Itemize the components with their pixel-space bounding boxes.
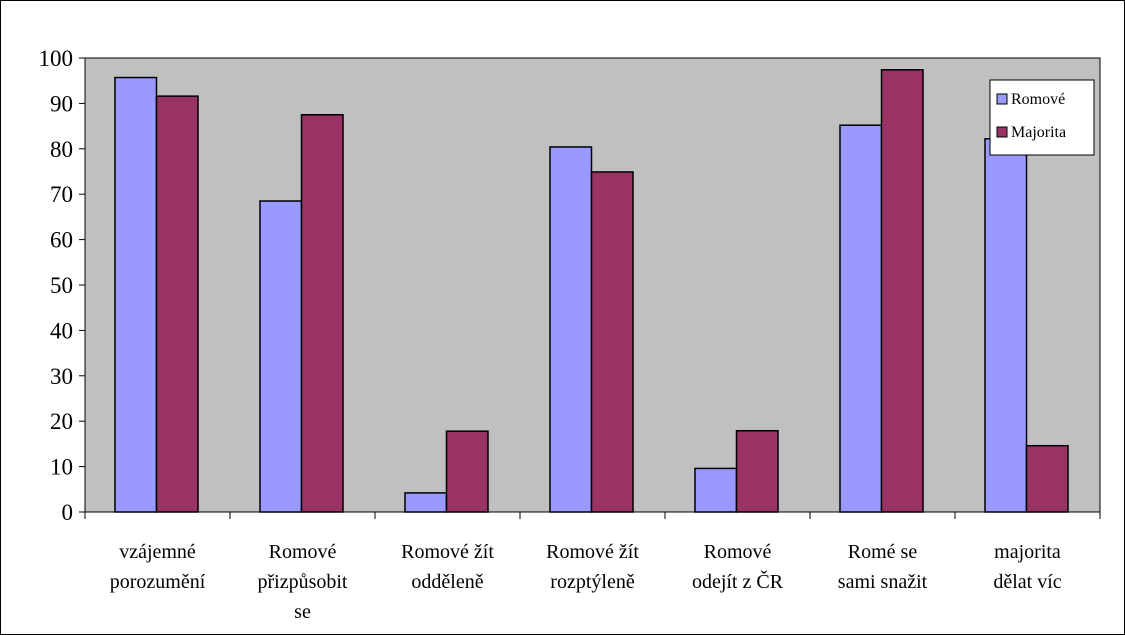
bar-majorita	[735, 429, 779, 513]
x-tick-label: Romové odejít z ČR	[692, 541, 784, 593]
y-tick-label: 10	[50, 455, 73, 480]
x-tick-label-line: Romové žít	[401, 541, 494, 563]
legend-label: Majorita	[1011, 124, 1066, 141]
bar-majorita	[880, 69, 924, 513]
y-axis: 0 10 20 30 40 50 60 70 80 90 100	[39, 46, 86, 525]
bar-romove	[549, 146, 593, 513]
legend-label: Romové	[1011, 91, 1065, 108]
bar-majorita	[590, 171, 634, 513]
bar-romove	[114, 76, 158, 513]
y-tick-label: 80	[50, 137, 73, 162]
x-tick-label-line: porozumění	[110, 571, 206, 593]
x-tick-label: Romé se sami snažit	[838, 541, 928, 593]
x-tick-label-line: přizpůsobit	[258, 571, 348, 593]
y-tick-label: 60	[50, 228, 73, 253]
x-tick-label: Romové žít rozptýleně	[546, 541, 639, 593]
legend-swatch	[996, 126, 1008, 138]
bar-romove	[984, 138, 1028, 513]
y-tick-label: 30	[50, 364, 73, 389]
legend-swatch	[996, 93, 1008, 105]
bar-majorita	[155, 95, 199, 513]
x-tick-label-line: Romové	[704, 541, 772, 563]
x-tick-label-line: sami snažit	[838, 571, 928, 593]
bar-romove	[694, 467, 738, 513]
y-tick-label: 40	[50, 318, 73, 343]
x-tick-label: vzájemné porozumění	[110, 541, 206, 593]
legend: Romové Majorita	[989, 79, 1095, 156]
x-tick-label-line: dělat víc	[993, 571, 1061, 593]
y-tick-label: 50	[50, 273, 73, 298]
x-tick-label: Romové žít odděleně	[401, 541, 494, 593]
bar-majorita	[300, 114, 344, 513]
x-tick-label-line: majorita	[994, 541, 1061, 563]
bar-majorita	[1025, 444, 1069, 513]
bars	[114, 69, 1069, 513]
bar-romove	[259, 200, 303, 513]
y-tick-label: 20	[50, 409, 73, 434]
x-tick-label-line: Romové	[269, 541, 337, 563]
y-tick-label: 90	[50, 91, 73, 116]
x-tick-label: majorita dělat víc	[993, 541, 1061, 593]
x-tick-label: Romové přizpůsobit se	[258, 541, 348, 623]
x-tick-label-line: odděleně	[411, 571, 483, 593]
y-tick-label: 0	[62, 500, 74, 525]
x-tick-label-line: Romé se	[848, 541, 918, 563]
x-tick-label-line: se	[294, 601, 311, 623]
x-tick-label-line: Romové žít	[546, 541, 639, 563]
bar-romove	[839, 124, 883, 513]
y-tick-label: 70	[50, 182, 73, 207]
x-tick-label-line: rozptýleně	[550, 571, 635, 593]
bar-majorita	[445, 430, 489, 513]
y-tick-label: 100	[39, 46, 74, 71]
x-tick-label-line: vzájemné	[119, 541, 196, 563]
bar-romove	[404, 492, 448, 513]
x-tick-label-line: odejít z ČR	[692, 569, 784, 593]
legend-box	[989, 79, 1095, 156]
